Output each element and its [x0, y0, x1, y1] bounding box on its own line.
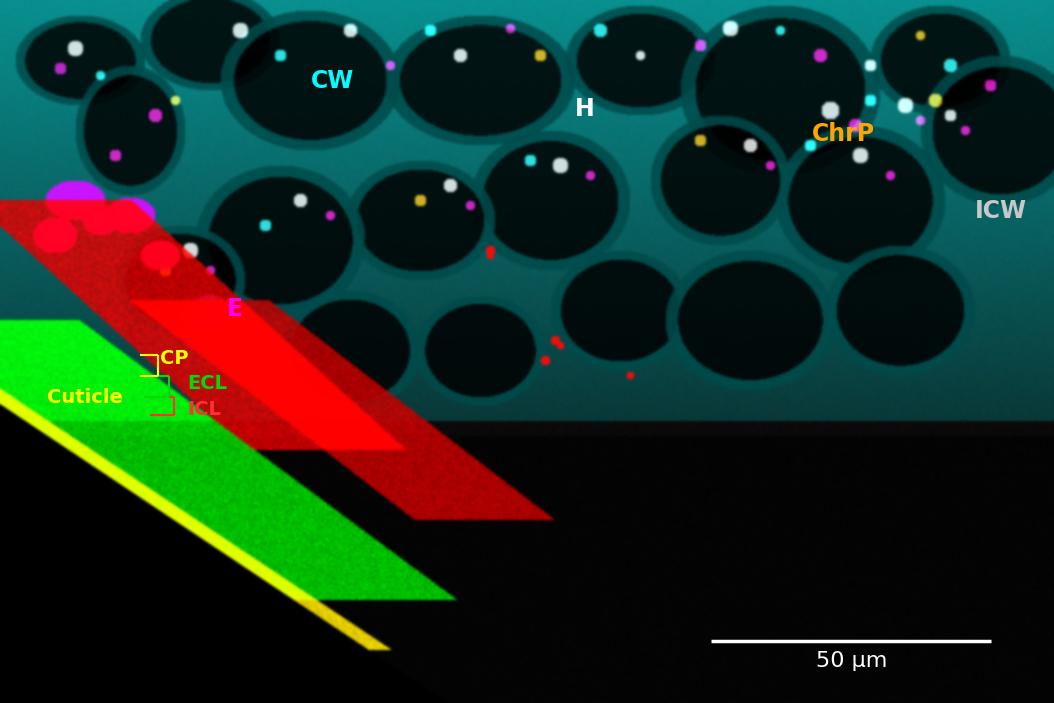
Text: E: E: [227, 297, 242, 321]
Text: CP: CP: [160, 349, 189, 368]
Text: ECL: ECL: [188, 373, 228, 393]
Text: 50 μm: 50 μm: [816, 651, 887, 671]
Text: CW: CW: [311, 69, 354, 93]
Text: Cuticle: Cuticle: [47, 387, 123, 407]
Text: ICL: ICL: [188, 399, 221, 419]
Text: H: H: [574, 97, 594, 121]
Text: ChrP: ChrP: [812, 122, 875, 146]
Text: ICW: ICW: [975, 199, 1027, 223]
